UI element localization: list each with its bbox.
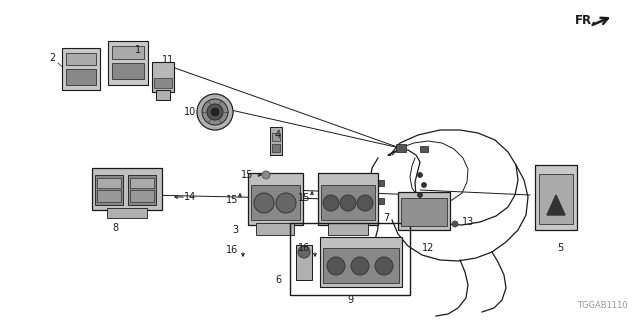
FancyBboxPatch shape <box>112 63 144 79</box>
Text: 15: 15 <box>226 195 238 205</box>
FancyBboxPatch shape <box>156 90 170 100</box>
Circle shape <box>452 221 458 227</box>
FancyBboxPatch shape <box>320 237 402 287</box>
FancyBboxPatch shape <box>376 180 384 186</box>
Circle shape <box>197 94 233 130</box>
Circle shape <box>375 257 393 275</box>
FancyBboxPatch shape <box>66 53 96 65</box>
Text: 1: 1 <box>135 45 141 55</box>
Text: 4: 4 <box>275 130 281 140</box>
Circle shape <box>351 257 369 275</box>
FancyBboxPatch shape <box>62 48 100 90</box>
FancyBboxPatch shape <box>130 190 154 202</box>
FancyBboxPatch shape <box>130 178 154 188</box>
FancyBboxPatch shape <box>66 69 96 85</box>
Text: 3: 3 <box>232 225 238 235</box>
FancyBboxPatch shape <box>107 208 147 218</box>
Circle shape <box>422 182 426 188</box>
FancyBboxPatch shape <box>321 185 375 220</box>
FancyBboxPatch shape <box>112 46 144 59</box>
Text: 5: 5 <box>557 243 563 253</box>
Circle shape <box>417 172 422 178</box>
Text: 11: 11 <box>162 55 174 65</box>
Text: 16: 16 <box>226 245 238 255</box>
FancyBboxPatch shape <box>92 168 162 210</box>
Text: 9: 9 <box>347 295 353 305</box>
FancyBboxPatch shape <box>97 190 121 202</box>
FancyBboxPatch shape <box>272 144 280 152</box>
FancyBboxPatch shape <box>420 146 428 152</box>
FancyBboxPatch shape <box>398 192 450 230</box>
FancyBboxPatch shape <box>256 223 294 235</box>
Circle shape <box>207 104 223 120</box>
Text: TGGAB1110: TGGAB1110 <box>577 301 628 310</box>
FancyBboxPatch shape <box>251 185 300 220</box>
FancyBboxPatch shape <box>296 245 312 280</box>
Circle shape <box>262 171 270 179</box>
FancyBboxPatch shape <box>154 78 172 88</box>
Polygon shape <box>547 195 565 215</box>
FancyBboxPatch shape <box>535 165 577 230</box>
Text: 6: 6 <box>276 275 282 285</box>
FancyBboxPatch shape <box>396 144 406 152</box>
Circle shape <box>254 193 274 213</box>
Text: 16: 16 <box>298 243 310 253</box>
FancyBboxPatch shape <box>97 178 121 188</box>
FancyBboxPatch shape <box>270 127 282 155</box>
Text: 13: 13 <box>462 217 474 227</box>
FancyBboxPatch shape <box>539 174 573 224</box>
FancyBboxPatch shape <box>108 41 148 85</box>
Circle shape <box>202 99 228 125</box>
Circle shape <box>417 193 422 197</box>
FancyBboxPatch shape <box>272 133 280 141</box>
Circle shape <box>276 193 296 213</box>
Text: 15: 15 <box>241 170 253 180</box>
Circle shape <box>327 257 345 275</box>
Circle shape <box>357 195 373 211</box>
FancyBboxPatch shape <box>248 173 303 225</box>
FancyBboxPatch shape <box>376 198 384 204</box>
Circle shape <box>211 108 219 116</box>
Text: 10: 10 <box>184 107 196 117</box>
Text: 8: 8 <box>112 223 118 233</box>
Text: 7: 7 <box>383 213 389 223</box>
Text: 2: 2 <box>49 53 55 63</box>
Text: 12: 12 <box>422 243 434 253</box>
FancyBboxPatch shape <box>152 62 174 92</box>
Circle shape <box>340 195 356 211</box>
FancyBboxPatch shape <box>95 175 123 205</box>
Circle shape <box>298 246 310 258</box>
Circle shape <box>323 195 339 211</box>
Text: 15: 15 <box>298 193 310 203</box>
FancyBboxPatch shape <box>128 175 156 205</box>
FancyBboxPatch shape <box>401 198 447 226</box>
Text: FR.: FR. <box>575 13 597 27</box>
FancyBboxPatch shape <box>328 223 368 235</box>
Text: 14: 14 <box>184 192 196 202</box>
FancyBboxPatch shape <box>318 173 378 225</box>
FancyBboxPatch shape <box>323 248 399 283</box>
